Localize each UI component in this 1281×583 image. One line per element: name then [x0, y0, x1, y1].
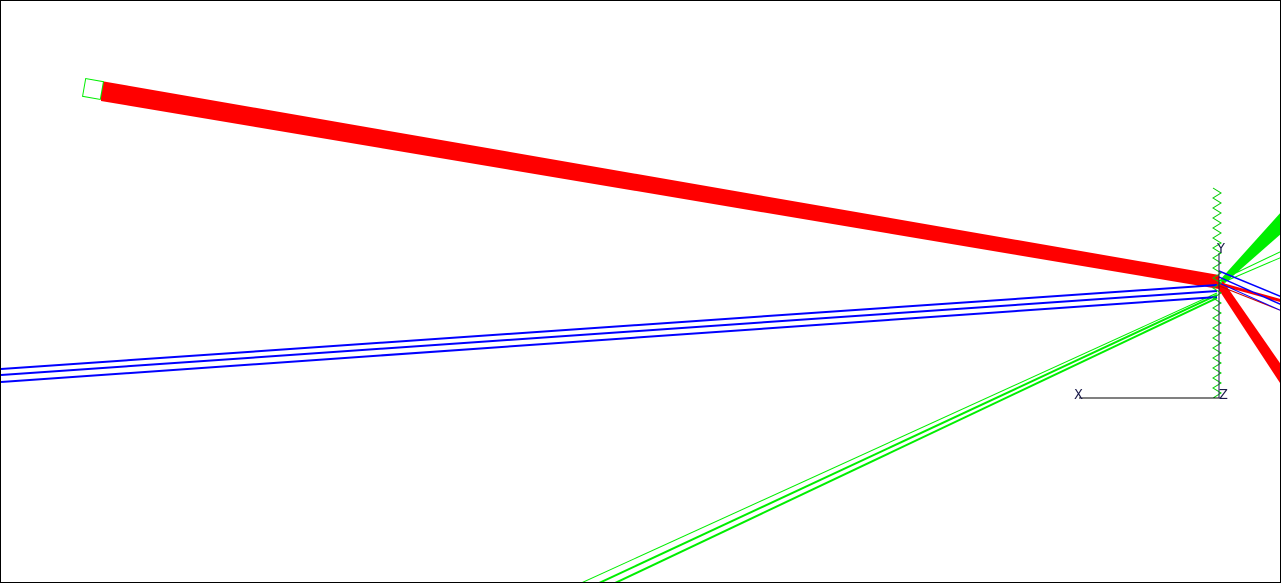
- green-beam-ray: [582, 292, 1218, 582]
- green-beam-upper: [1219, 213, 1280, 283]
- incident-red-beam: [101, 81, 1280, 383]
- y-axis-label: Y: [1216, 242, 1225, 257]
- green-beam-ray: [1218, 257, 1280, 285]
- blue-beam-ray: [1218, 276, 1280, 305]
- blue-beam-ray: [1, 296, 1218, 383]
- x-axis-label: X: [1074, 388, 1083, 403]
- blue-beam-ray: [1218, 270, 1280, 297]
- blue-beam-ray: [1, 290, 1218, 376]
- green-diffracted-beams: [582, 213, 1280, 582]
- diffraction-grating[interactable]: [1212, 187, 1222, 399]
- red-beam-body: [101, 81, 1219, 289]
- blue-beam-ray: [1218, 282, 1280, 311]
- green-beam-ray: [614, 297, 1218, 582]
- axis-triad: X Y Z: [1074, 242, 1228, 403]
- red-beam-thin: [1216, 281, 1280, 303]
- blue-diffracted-beams: [1, 270, 1280, 383]
- red-beam-reflected: [1217, 281, 1280, 383]
- z-axis-label: Z: [1219, 388, 1228, 403]
- green-beam-ray: [598, 294, 1218, 582]
- source-aperture[interactable]: [81, 77, 105, 101]
- blue-beam-ray: [1, 284, 1218, 370]
